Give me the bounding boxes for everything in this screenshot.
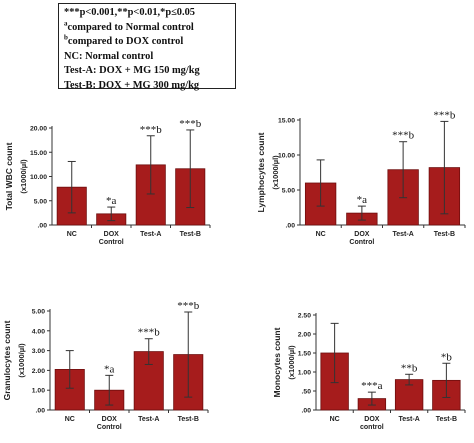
x-category-label: control: [360, 424, 384, 431]
legend-a-superscript: a: [64, 19, 68, 28]
x-category-label: DOX: [104, 231, 120, 238]
x-category-label: Test-B: [180, 231, 201, 238]
y-tick-label: .00: [302, 408, 312, 415]
legend-nc-text: NC: Normal control: [64, 50, 154, 62]
y-tick-label: 2.00: [32, 368, 45, 375]
x-category-label: NC: [65, 416, 75, 423]
chart-panel-2: .00 5.00 10.00 15.00 Lymphocytes count (x1000…: [256, 109, 466, 246]
significance-annotation: *b: [441, 351, 453, 363]
significance-annotation: **b: [401, 362, 418, 374]
chart-panel-1: .00 5.00 10.00 15.00 20.00 Total WBC count (x1…: [4, 118, 211, 246]
y-axis-label: Monocytes count: [272, 327, 282, 397]
y-axis-unit-label: (x1000/µl): [19, 159, 28, 194]
y-axis-label: Granulocytes count: [2, 320, 12, 400]
x-category-label: DOX: [354, 231, 370, 238]
y-tick-label: 2.50: [298, 313, 311, 320]
x-category-label: DOX: [102, 416, 118, 423]
y-axis-unit-label: (x1000/µl): [17, 343, 26, 378]
significance-annotation: ***a: [361, 380, 383, 392]
legend-b-text: compared to DOX control: [67, 36, 184, 48]
significance-annotation: ***b: [179, 118, 202, 130]
x-category-label: Test-B: [436, 416, 457, 423]
significance-annotation: *a: [104, 363, 115, 375]
y-tick-label: 10.00: [30, 174, 47, 181]
legend-significance-text: ***p<0.001,**p<0.01,*p≤0.05: [64, 7, 195, 18]
y-tick-label: 5.00: [282, 188, 295, 195]
x-category-label: Test-A: [392, 231, 413, 238]
y-tick-label: .00: [286, 223, 296, 230]
y-tick-label: 20.00: [30, 126, 47, 133]
y-tick-label: 2.00: [298, 332, 311, 339]
legend-box: ***p<0.001,**p<0.01,*p≤0.05 acompared to…: [58, 3, 236, 91]
y-axis-label: Total WBC count: [4, 142, 14, 210]
significance-annotation: ***b: [433, 109, 456, 121]
significance-annotation: ***b: [140, 124, 163, 136]
significance-annotation: ***b: [392, 130, 415, 142]
y-tick-label: 1.00: [298, 370, 311, 377]
x-category-label: Test-A: [138, 416, 159, 423]
x-category-label: Control: [97, 424, 122, 431]
x-category-label: NC: [67, 231, 77, 238]
y-tick-label: 10.00: [278, 153, 295, 160]
x-category-label: Control: [349, 239, 374, 246]
y-tick-label: 5.00: [32, 309, 45, 316]
x-category-label: NC: [330, 416, 340, 423]
legend-testb-text: Test-B: DOX + MG 300 mg/kg: [64, 79, 200, 91]
legend-b-line: bcompared to DOX control: [64, 33, 230, 50]
y-axis-unit-label: (x1000/µl): [271, 155, 280, 190]
y-tick-label: 1.00: [32, 388, 45, 395]
chart-panel-3: .00 1.00 2.00 3.00 4.00 5.00 Granulocytes coun…: [2, 300, 209, 431]
y-tick-label: .00: [38, 223, 48, 230]
legend-significance-line: ***p<0.001,**p<0.01,*p≤0.05: [64, 6, 230, 21]
significance-annotation: ***b: [177, 300, 200, 312]
significance-annotation: *a: [106, 195, 117, 207]
y-tick-label: 5.00: [34, 198, 47, 205]
legend-a-line: acompared to Normal control: [64, 19, 230, 36]
legend-testa-line: Test-A: DOX + MG 150 mg/kg: [64, 64, 230, 79]
y-tick-label: .50: [302, 389, 312, 396]
y-axis-unit-label: (x1000/µl): [287, 345, 296, 380]
x-category-label: Test-A: [140, 231, 161, 238]
legend-a-text: compared to Normal control: [67, 21, 194, 33]
x-category-label: Control: [99, 239, 124, 246]
legend-nc-line: NC: Normal control: [64, 50, 230, 65]
x-category-label: DOX: [364, 416, 380, 423]
y-tick-label: 15.00: [278, 118, 295, 125]
significance-annotation: *a: [357, 194, 368, 206]
x-category-label: NC: [316, 231, 326, 238]
legend-testa-text: Test-A: DOX + MG 150 mg/kg: [64, 65, 200, 77]
y-tick-label: 1.50: [298, 351, 311, 358]
legend-b-superscript: b: [64, 33, 68, 42]
y-axis-label: Lymphocytes count: [256, 132, 266, 212]
y-tick-label: 4.00: [32, 328, 45, 335]
x-category-label: Test-A: [398, 416, 419, 423]
x-category-label: Test-B: [434, 231, 455, 238]
x-category-label: Test-B: [178, 416, 199, 423]
legend-testb-line: Test-B: DOX + MG 300 mg/kg: [64, 79, 230, 94]
y-tick-label: .00: [36, 408, 46, 415]
y-tick-label: 3.00: [32, 348, 45, 355]
y-tick-label: 15.00: [30, 150, 47, 157]
chart-panel-4: .00 .50 1.00 1.50 2.00 2.50 Monocytes count (x1…: [272, 313, 466, 431]
significance-annotation: ***b: [138, 327, 161, 339]
